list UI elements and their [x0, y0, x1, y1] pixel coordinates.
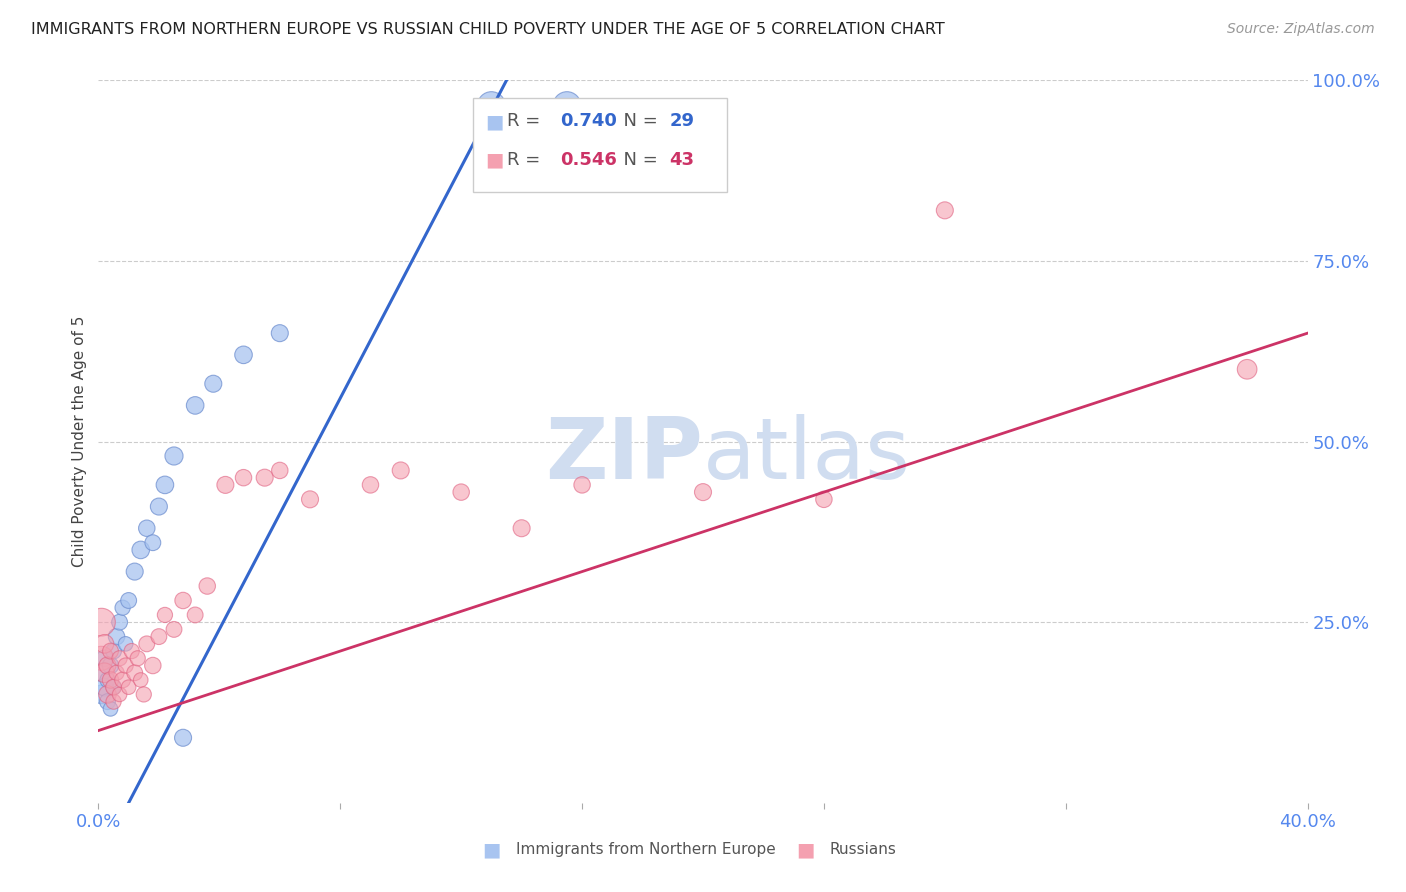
- Point: [148, 630, 170, 644]
- Text: 43: 43: [669, 151, 695, 169]
- Point: [692, 485, 714, 500]
- Point: [135, 637, 157, 651]
- Text: N =: N =: [613, 151, 664, 169]
- Text: ■: ■: [482, 840, 501, 859]
- Point: [105, 665, 128, 680]
- Text: IMMIGRANTS FROM NORTHERN EUROPE VS RUSSIAN CHILD POVERTY UNDER THE AGE OF 5 CORR: IMMIGRANTS FROM NORTHERN EUROPE VS RUSSI…: [31, 22, 945, 37]
- Point: [232, 470, 254, 484]
- Point: [93, 680, 115, 694]
- Point: [269, 463, 291, 477]
- Point: [184, 607, 207, 622]
- Text: ZIP: ZIP: [546, 415, 703, 498]
- Point: [127, 651, 149, 665]
- Point: [813, 492, 835, 507]
- Text: ■: ■: [797, 840, 815, 859]
- Text: 0.740: 0.740: [561, 112, 617, 130]
- Point: [114, 637, 136, 651]
- Point: [96, 687, 118, 701]
- Point: [103, 695, 125, 709]
- Point: [1236, 362, 1258, 376]
- Text: Immigrants from Northern Europe: Immigrants from Northern Europe: [516, 842, 775, 857]
- Point: [93, 637, 115, 651]
- Point: [299, 492, 322, 507]
- Point: [132, 687, 155, 701]
- Point: [148, 500, 170, 514]
- Point: [481, 98, 503, 112]
- Point: [135, 521, 157, 535]
- Point: [214, 478, 236, 492]
- Text: ■: ■: [485, 150, 503, 169]
- Point: [108, 615, 131, 630]
- Point: [124, 565, 146, 579]
- Point: [253, 470, 276, 484]
- Point: [103, 644, 125, 658]
- Point: [202, 376, 225, 391]
- Point: [153, 478, 176, 492]
- Point: [118, 680, 141, 694]
- Point: [934, 203, 956, 218]
- Point: [111, 673, 134, 687]
- Text: 0.546: 0.546: [561, 151, 617, 169]
- Point: [105, 630, 128, 644]
- Point: [389, 463, 412, 477]
- Point: [129, 673, 152, 687]
- Point: [571, 478, 593, 492]
- Point: [100, 702, 122, 716]
- Point: [172, 593, 194, 607]
- Point: [90, 687, 112, 701]
- Point: [142, 535, 165, 549]
- Point: [108, 687, 131, 701]
- Point: [142, 658, 165, 673]
- Point: [163, 449, 186, 463]
- Point: [124, 665, 146, 680]
- Point: [96, 658, 118, 673]
- Text: R =: R =: [508, 112, 546, 130]
- Point: [90, 651, 112, 665]
- Point: [195, 579, 218, 593]
- Point: [93, 651, 115, 665]
- Point: [510, 521, 533, 535]
- Text: 29: 29: [669, 112, 695, 130]
- Point: [90, 665, 112, 680]
- Point: [129, 542, 152, 557]
- Point: [114, 658, 136, 673]
- Point: [172, 731, 194, 745]
- Text: R =: R =: [508, 151, 546, 169]
- Point: [360, 478, 382, 492]
- Point: [450, 485, 472, 500]
- Y-axis label: Child Poverty Under the Age of 5: Child Poverty Under the Age of 5: [72, 316, 87, 567]
- Point: [100, 644, 122, 658]
- Text: Russians: Russians: [830, 842, 897, 857]
- Point: [96, 673, 118, 687]
- Point: [96, 695, 118, 709]
- Point: [90, 615, 112, 630]
- Point: [232, 348, 254, 362]
- Point: [184, 398, 207, 412]
- FancyBboxPatch shape: [474, 98, 727, 193]
- Text: atlas: atlas: [703, 415, 911, 498]
- Point: [103, 680, 125, 694]
- Point: [121, 644, 143, 658]
- Point: [93, 665, 115, 680]
- Point: [108, 651, 131, 665]
- Text: N =: N =: [613, 112, 664, 130]
- Text: ■: ■: [485, 112, 503, 131]
- Point: [118, 593, 141, 607]
- Point: [153, 607, 176, 622]
- Point: [269, 326, 291, 340]
- Point: [111, 600, 134, 615]
- Point: [103, 680, 125, 694]
- Point: [100, 658, 122, 673]
- Point: [163, 623, 186, 637]
- Point: [555, 98, 578, 112]
- Point: [100, 673, 122, 687]
- Text: Source: ZipAtlas.com: Source: ZipAtlas.com: [1227, 22, 1375, 37]
